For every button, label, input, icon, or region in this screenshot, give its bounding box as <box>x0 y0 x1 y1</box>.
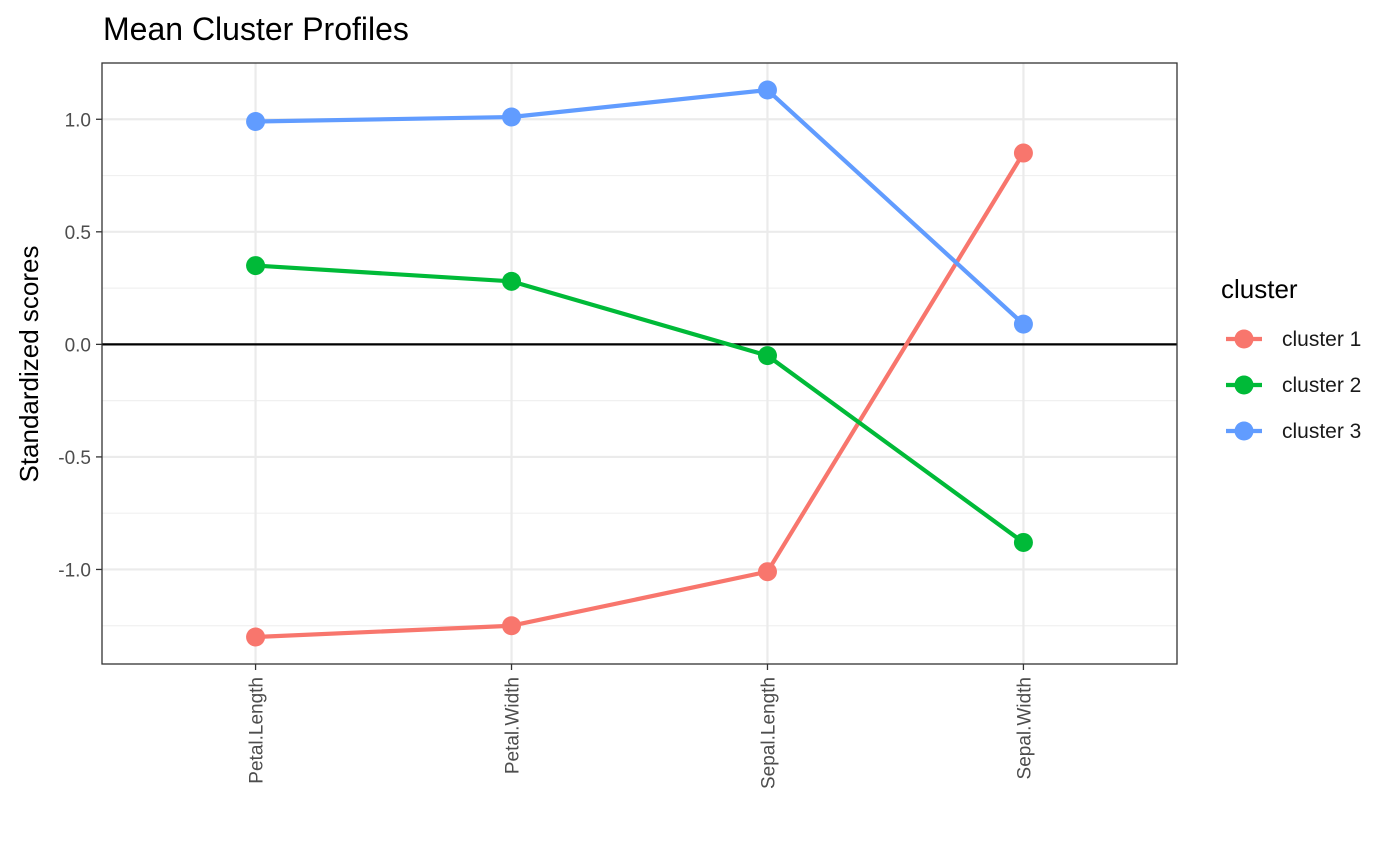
x-tick-label: Sepal.Width <box>1014 677 1035 779</box>
data-point-cluster-2 <box>1013 532 1033 552</box>
legend-key-point-cluster-3 <box>1234 421 1254 441</box>
legend-key-point-cluster-1 <box>1234 329 1254 349</box>
data-point-cluster-2 <box>502 271 522 291</box>
data-point-cluster-3 <box>246 112 266 132</box>
data-point-cluster-1 <box>1013 143 1033 163</box>
legend-label-cluster-1: cluster 1 <box>1282 328 1361 351</box>
data-point-cluster-3 <box>502 107 522 127</box>
x-tick-label: Petal.Width <box>503 677 524 774</box>
y-tick-label: 0.0 <box>65 335 91 356</box>
legend-label-cluster-2: cluster 2 <box>1282 374 1361 397</box>
legend-title: cluster <box>1221 274 1298 304</box>
x-tick-label: Sepal.Length <box>758 677 779 789</box>
series-line-cluster-1 <box>255 151 1026 640</box>
series-line-cluster-3 <box>255 87 1025 326</box>
data-point-cluster-2 <box>757 346 777 366</box>
y-tick-label: 1.0 <box>65 110 91 131</box>
data-point-cluster-3 <box>757 80 777 100</box>
y-tick-label: 0.5 <box>65 223 91 244</box>
data-point-cluster-1 <box>502 616 522 636</box>
y-tick-label: -1.0 <box>58 560 91 581</box>
data-point-cluster-2 <box>246 256 266 276</box>
y-axis-title: Standardized scores <box>14 245 44 482</box>
data-point-cluster-1 <box>246 627 266 647</box>
series-line-cluster-2 <box>255 263 1025 545</box>
plot-panel-border <box>101 62 1178 665</box>
legend-key-point-cluster-2 <box>1234 375 1254 395</box>
x-tick-label: Petal.Length <box>247 677 268 784</box>
data-point-cluster-1 <box>757 562 777 582</box>
legend-label-cluster-3: cluster 3 <box>1282 420 1361 443</box>
plot-panel-background <box>102 63 1177 664</box>
chart-title: Mean Cluster Profiles <box>103 11 409 47</box>
y-tick-label: -0.5 <box>58 448 91 469</box>
chart-layer: -1.0 -0.5 0.0 0.5 1.0 Petal.Length Petal.Width… <box>58 62 1361 789</box>
data-point-cluster-3 <box>1013 314 1033 334</box>
